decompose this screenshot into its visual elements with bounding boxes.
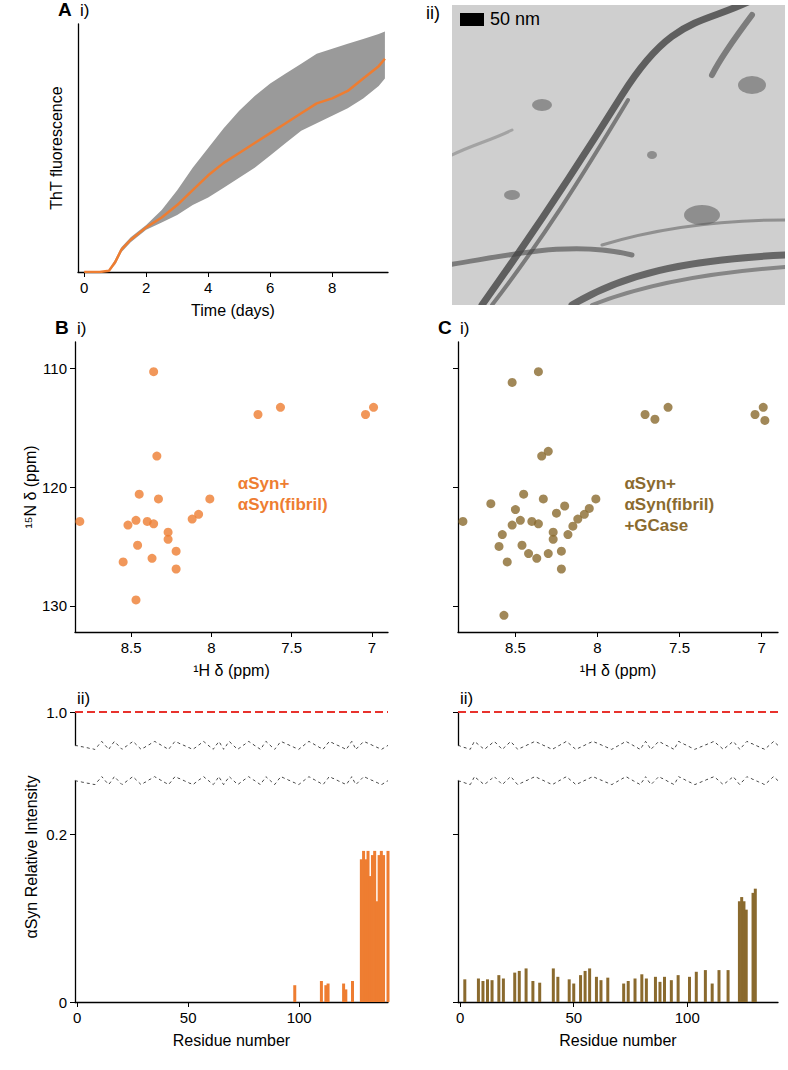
svg-text:100: 100 xyxy=(287,1009,312,1026)
svg-text:8.5: 8.5 xyxy=(505,639,526,656)
svg-text:0: 0 xyxy=(73,1009,81,1026)
svg-text:1.0: 1.0 xyxy=(46,704,67,721)
svg-text:120: 120 xyxy=(42,479,67,496)
svg-text:ii): ii) xyxy=(77,689,90,708)
html-text:50 nm: 50 nm xyxy=(490,9,540,29)
svg-text:i): i) xyxy=(460,319,469,338)
svg-text:¹H δ (ppm): ¹H δ (ppm) xyxy=(580,662,656,679)
svg-text:7.5: 7.5 xyxy=(281,639,302,656)
svg-text:i): i) xyxy=(80,1,89,20)
svg-text:0: 0 xyxy=(456,1009,464,1026)
svg-text:2: 2 xyxy=(142,279,150,296)
svg-text:100: 100 xyxy=(675,1009,700,1026)
svg-text:Residue number: Residue number xyxy=(559,1032,677,1049)
svg-text:8: 8 xyxy=(328,279,336,296)
svg-text:ThT fluorescence: ThT fluorescence xyxy=(48,86,65,209)
svg-text:7.5: 7.5 xyxy=(669,639,690,656)
svg-text:110: 110 xyxy=(43,360,67,377)
svg-text:50: 50 xyxy=(565,1009,582,1026)
svg-text:αSyn(fibril): αSyn(fibril) xyxy=(238,495,328,514)
svg-text:7: 7 xyxy=(757,639,765,656)
svg-text:8: 8 xyxy=(207,639,215,656)
svg-text:0: 0 xyxy=(59,994,67,1011)
svg-text:¹H δ (ppm): ¹H δ (ppm) xyxy=(193,662,269,679)
svg-text:Time (days): Time (days) xyxy=(191,302,275,319)
svg-text:¹⁵N δ (ppm): ¹⁵N δ (ppm) xyxy=(22,445,39,528)
svg-text:ii): ii) xyxy=(460,689,473,708)
svg-text:αSyn Relative Intensity: αSyn Relative Intensity xyxy=(23,775,40,938)
svg-text:C: C xyxy=(438,317,452,338)
svg-text:αSyn(fibril): αSyn(fibril) xyxy=(624,495,714,514)
svg-text:0: 0 xyxy=(80,279,88,296)
svg-text:6: 6 xyxy=(266,279,274,296)
svg-text:4: 4 xyxy=(204,279,212,296)
svg-text:50: 50 xyxy=(180,1009,197,1026)
svg-text:0.2: 0.2 xyxy=(46,826,67,843)
svg-text:αSyn+: αSyn+ xyxy=(238,474,290,493)
html-text:ii): ii) xyxy=(426,3,440,23)
svg-text:B: B xyxy=(55,317,69,338)
svg-text:8: 8 xyxy=(593,639,601,656)
svg-text:Residue number: Residue number xyxy=(173,1032,291,1049)
svg-text:αSyn+: αSyn+ xyxy=(624,474,676,493)
svg-text:130: 130 xyxy=(42,597,67,614)
svg-text:+GCase: +GCase xyxy=(624,516,688,535)
svg-text:i): i) xyxy=(77,319,86,338)
svg-text:7: 7 xyxy=(368,639,376,656)
svg-text:8.5: 8.5 xyxy=(121,639,142,656)
svg-text:A: A xyxy=(58,0,72,20)
